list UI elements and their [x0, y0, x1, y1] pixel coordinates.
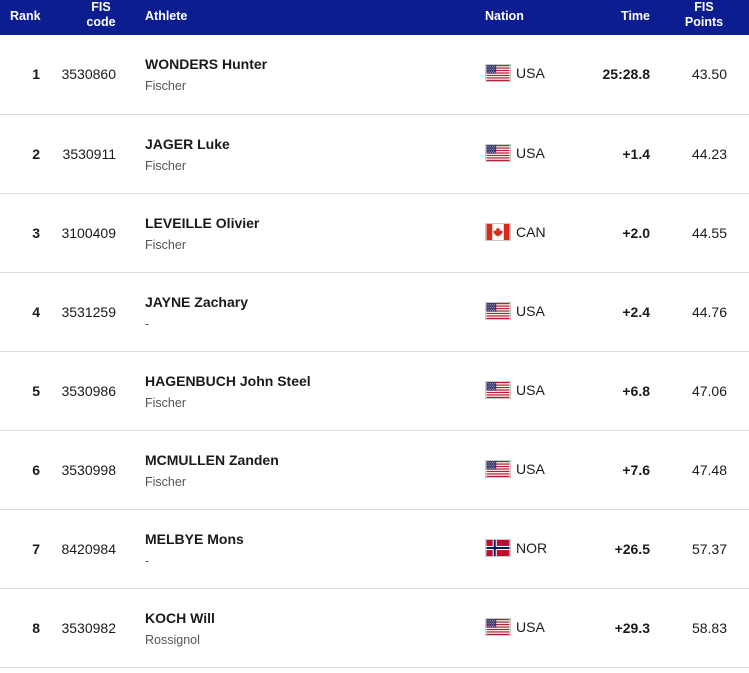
header-fis-code[interactable]: FIS code	[78, 0, 124, 30]
athlete-brand: Fischer	[145, 475, 186, 489]
time-cell: +6.8	[622, 383, 650, 399]
athlete-brand: Rossignol	[145, 633, 200, 647]
time-cell: 25:28.8	[602, 66, 650, 82]
fis-code-cell: 3531259	[61, 304, 116, 320]
athlete-name-link[interactable]: JAGER Luke	[145, 136, 230, 152]
athlete-name-link[interactable]: LEVEILLE Olivier	[145, 215, 260, 231]
fis-points-cell: 47.06	[691, 383, 727, 399]
athlete-name-link[interactable]: MELBYE Mons	[145, 531, 244, 547]
header-time[interactable]: Time	[621, 9, 650, 23]
header-fis-code-line1: FIS	[91, 0, 111, 14]
fis-code-cell: 3100409	[61, 225, 116, 241]
nation-code: CAN	[516, 224, 546, 240]
time-cell: +2.0	[622, 225, 650, 241]
fis-code-cell: 3530911	[62, 146, 116, 162]
rank-cell: 2	[32, 146, 40, 162]
athlete-name-link[interactable]: JAYNE Zachary	[145, 294, 248, 310]
rank-cell: 7	[32, 541, 40, 557]
fis-code-cell: 3530986	[61, 383, 116, 399]
table-row[interactable]: 7 8420984 MELBYE Mons - NOR +26.5 57.37	[0, 510, 749, 589]
rank-cell: 1	[32, 66, 40, 82]
fis-code-cell: 8420984	[61, 541, 116, 557]
nation-code: USA	[516, 145, 545, 161]
fis-points-cell: 43.50	[691, 66, 727, 82]
fis-points-cell: 44.76	[691, 304, 727, 320]
athlete-name-link[interactable]: KOCH Will	[145, 610, 215, 626]
us-flag-icon	[485, 618, 511, 636]
table-row[interactable]: 4 3531259 JAYNE Zachary - USA +2.4 44.76	[0, 273, 749, 352]
header-athlete[interactable]: Athlete	[145, 9, 188, 23]
rank-cell: 4	[32, 304, 40, 320]
rank-cell: 5	[32, 383, 40, 399]
header-rank[interactable]: Rank	[10, 9, 41, 23]
fis-code-cell: 3530860	[61, 66, 116, 82]
ca-flag-icon	[485, 223, 511, 241]
nation-cell: USA	[485, 381, 545, 399]
nation-cell: CAN	[485, 223, 546, 241]
nation-cell: NOR	[485, 539, 547, 557]
nation-code: USA	[516, 461, 545, 477]
table-row[interactable]: 8 3530982 KOCH Will Rossignol USA +29.3 …	[0, 589, 749, 668]
nation-cell: USA	[485, 144, 545, 162]
nation-cell: USA	[485, 460, 545, 478]
us-flag-icon	[485, 64, 511, 82]
nation-code: USA	[516, 382, 545, 398]
header-fis-points-line2: Points	[684, 15, 724, 29]
athlete-brand: -	[145, 554, 150, 568]
nation-code: NOR	[516, 540, 548, 556]
rank-cell: 3	[32, 225, 40, 241]
table-row[interactable]: 6 3530998 MCMULLEN Zanden Fischer USA +7…	[0, 431, 749, 510]
table-row[interactable]: 2 3530911 JAGER Luke Fischer USA +1.4 44…	[0, 115, 749, 194]
athlete-brand: -	[145, 317, 150, 331]
us-flag-icon	[485, 302, 511, 320]
header-nation[interactable]: Nation	[485, 9, 524, 23]
time-cell: +2.4	[622, 304, 650, 320]
time-cell: +26.5	[614, 541, 650, 557]
header-fis-points-line1: FIS	[694, 0, 714, 14]
nation-cell: USA	[485, 302, 545, 320]
nation-cell: USA	[485, 618, 545, 636]
nation-code: USA	[516, 65, 545, 81]
table-row[interactable]: 1 3530860 WONDERS Hunter Fischer USA 25:…	[0, 35, 749, 115]
fis-points-cell: 44.23	[691, 146, 727, 162]
athlete-name-link[interactable]: MCMULLEN Zanden	[145, 452, 279, 468]
header-fis-points[interactable]: FIS Points	[681, 0, 727, 30]
fis-points-cell: 57.37	[691, 541, 727, 557]
us-flag-icon	[485, 144, 511, 162]
us-flag-icon	[485, 460, 511, 478]
athlete-name-link[interactable]: WONDERS Hunter	[145, 56, 268, 72]
fis-code-cell: 3530998	[61, 462, 116, 478]
nation-cell: USA	[485, 64, 545, 82]
table-row[interactable]: 3 3100409 LEVEILLE Olivier Fischer CAN +…	[0, 194, 749, 273]
header-fis-code-line2: code	[86, 15, 116, 29]
athlete-brand: Fischer	[145, 238, 186, 252]
time-cell: +29.3	[614, 620, 650, 636]
nation-code: USA	[516, 303, 545, 319]
athlete-name-link[interactable]: HAGENBUCH John Steel	[145, 373, 311, 389]
fis-code-cell: 3530982	[61, 620, 116, 636]
fis-points-cell: 44.55	[691, 225, 727, 241]
athlete-brand: Fischer	[145, 159, 186, 173]
us-flag-icon	[485, 381, 511, 399]
table-row[interactable]: 5 3530986 HAGENBUCH John Steel Fischer U…	[0, 352, 749, 431]
fis-points-cell: 47.48	[691, 462, 727, 478]
time-cell: +7.6	[622, 462, 650, 478]
rank-cell: 8	[32, 620, 40, 636]
rank-cell: 6	[32, 462, 40, 478]
no-flag-icon	[485, 539, 511, 557]
fis-points-cell: 58.83	[691, 620, 727, 636]
athlete-brand: Fischer	[145, 79, 186, 93]
table-header: Rank FIS code Athlete Nation Time FIS Po…	[0, 0, 749, 35]
nation-code: USA	[516, 619, 545, 635]
athlete-brand: Fischer	[145, 396, 186, 410]
time-cell: +1.4	[622, 146, 650, 162]
